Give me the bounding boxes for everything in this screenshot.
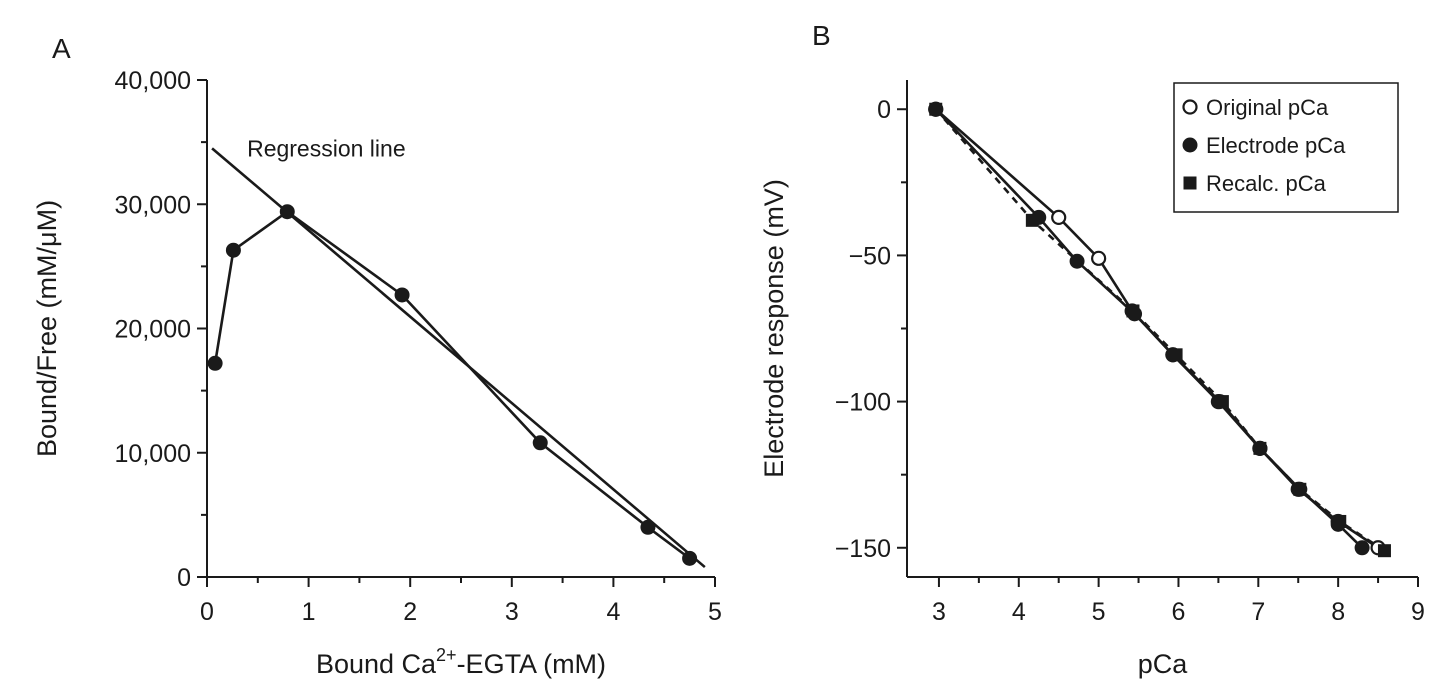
data-point bbox=[532, 435, 548, 451]
data-point bbox=[279, 204, 295, 220]
x-tick-label: 7 bbox=[1251, 598, 1265, 626]
data-point-filled-square bbox=[1169, 348, 1183, 362]
data-point-filled-square bbox=[1293, 482, 1307, 496]
y-tick-label: −100 bbox=[835, 389, 891, 417]
panel-b-ticks: 0 −50 −100 −150 3 4 5 6 7 8 9 bbox=[835, 96, 1425, 626]
data-point-filled-square bbox=[1126, 304, 1140, 318]
data-point-filled-square bbox=[929, 102, 943, 116]
panel-b-marks bbox=[928, 101, 1391, 558]
data-point-open-circle bbox=[1051, 209, 1067, 226]
panel-b-y-axis-title: Electrode response (mV) bbox=[759, 179, 789, 478]
x-tick-label: 3 bbox=[505, 598, 519, 626]
series-line-a bbox=[213, 210, 691, 560]
x-tick-label: 5 bbox=[1092, 598, 1106, 626]
x-tick-label: 9 bbox=[1411, 598, 1425, 626]
x-tick-label: 4 bbox=[1012, 598, 1026, 626]
data-point bbox=[207, 355, 223, 371]
data-point-filled-square bbox=[1333, 514, 1347, 528]
data-point bbox=[394, 287, 410, 303]
x-tick-label: 4 bbox=[606, 598, 620, 626]
y-tick-label: −50 bbox=[849, 242, 891, 270]
x-tick-label: 1 bbox=[302, 598, 316, 626]
y-tick-label: 10,000 bbox=[115, 440, 191, 468]
y-tick-label: 30,000 bbox=[115, 191, 191, 219]
x-axis-title-superscript: 2+ bbox=[436, 645, 457, 665]
x-tick-label: 6 bbox=[1172, 598, 1186, 626]
y-tick-label: 40,000 bbox=[115, 67, 191, 95]
panel-b-x-axis-title: pCa bbox=[1138, 649, 1189, 679]
x-tick-label: 0 bbox=[200, 598, 214, 626]
data-point-filled-square bbox=[1025, 213, 1039, 227]
panel-a-ticks: 0 10,000 20,000 30,000 40,000 0 1 2 3 4 5 bbox=[115, 67, 722, 626]
panel-b: B 0 −50 −100 −150 3 4 5 6 7 8 9 Electrode response… bbox=[759, 20, 1425, 679]
panel-a-marks bbox=[207, 147, 706, 569]
x-tick-label: 2 bbox=[403, 598, 417, 626]
x-axis-title-part: -EGTA (mM) bbox=[457, 649, 606, 679]
y-tick-label: 20,000 bbox=[115, 316, 191, 344]
panel-a-y-axis-title: Bound/Free (mM/μM) bbox=[32, 200, 62, 457]
legend-marker-open-circle bbox=[1182, 99, 1198, 115]
legend-label: Original pCa bbox=[1206, 95, 1329, 120]
series-line-1 bbox=[934, 108, 1364, 549]
panel-b-label: B bbox=[812, 20, 831, 51]
legend-marker-filled-square bbox=[1183, 176, 1197, 190]
panel-a: A 0 10,000 20,000 30,000 40,000 0 1 2 3 4 5 Regres… bbox=[32, 33, 722, 679]
panel-a-x-axis-title: Bound Ca2+-EGTA (mM) bbox=[316, 645, 606, 679]
data-point bbox=[225, 242, 241, 258]
data-point-open-circle bbox=[1091, 250, 1107, 266]
y-tick-label: 0 bbox=[877, 96, 891, 124]
regression-line-annotation: Regression line bbox=[247, 135, 406, 161]
x-tick-label: 8 bbox=[1331, 598, 1345, 626]
x-tick-label: 3 bbox=[932, 598, 946, 626]
legend-label: Electrode pCa bbox=[1206, 133, 1346, 158]
y-tick-label: −150 bbox=[835, 535, 891, 563]
data-point-filled-square bbox=[1215, 395, 1229, 409]
data-point-filled-circle bbox=[1354, 540, 1370, 556]
legend-label: Recalc. pCa bbox=[1206, 171, 1327, 196]
legend-box bbox=[1173, 82, 1399, 213]
data-point-filled-circle bbox=[1069, 253, 1085, 269]
panel-b-legend: Original pCa Electrode pCa Recalc. pCa bbox=[1173, 82, 1399, 213]
y-tick-label: 0 bbox=[177, 564, 191, 592]
data-point bbox=[682, 550, 698, 566]
x-axis-title-part: Bound Ca bbox=[316, 649, 437, 679]
data-point-filled-square bbox=[1253, 441, 1267, 455]
data-point-filled-square bbox=[1377, 544, 1391, 558]
panel-a-label: A bbox=[52, 33, 71, 64]
data-point bbox=[640, 519, 656, 535]
x-tick-label: 5 bbox=[708, 598, 722, 626]
legend-marker-filled-circle bbox=[1182, 137, 1198, 153]
